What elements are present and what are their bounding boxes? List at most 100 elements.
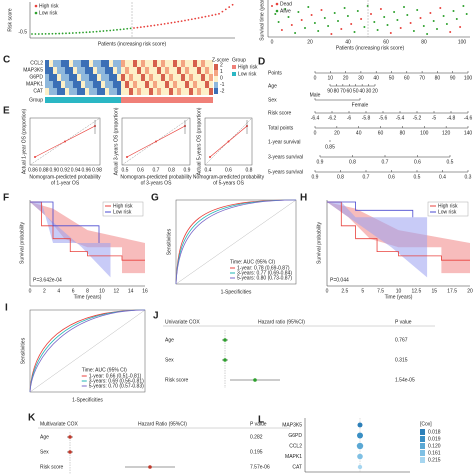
shape	[65, 88, 69, 95]
dot	[221, 10, 224, 13]
shape	[117, 74, 121, 81]
dot	[356, 442, 364, 450]
row-label: MAP3K5	[282, 422, 302, 428]
tick-label: 12.5	[412, 288, 422, 294]
tick-label: 60	[383, 39, 389, 45]
dot	[442, 15, 445, 17]
shape	[117, 81, 121, 88]
tick-label: -4.8	[447, 115, 456, 121]
shape	[101, 88, 105, 95]
line	[121, 117, 191, 166]
tick-label: 0.8	[337, 174, 344, 180]
shape	[73, 88, 77, 95]
dot	[429, 12, 432, 14]
tick-label: 70	[340, 88, 346, 94]
dot	[403, 6, 405, 8]
axis-label: of 1-year OS	[51, 180, 80, 186]
shape	[105, 81, 109, 88]
tick-label: 0.7	[153, 167, 160, 173]
shape	[177, 67, 181, 74]
shape	[93, 60, 97, 67]
tick-label: 0.6	[388, 174, 395, 180]
shape	[197, 88, 201, 95]
dot	[102, 30, 105, 32]
legend-entry: 0.215	[428, 457, 441, 463]
dot	[88, 31, 91, 33]
shape	[177, 74, 181, 81]
dot	[68, 450, 72, 454]
axis-label: Risk score	[7, 8, 13, 32]
shape	[209, 60, 213, 67]
shape	[81, 60, 85, 67]
dot	[65, 32, 67, 35]
shape	[93, 81, 97, 88]
dot	[304, 27, 306, 29]
dot	[333, 12, 336, 14]
legend-entry: Alive	[280, 8, 291, 14]
dot	[223, 358, 227, 362]
row-label: Risk score	[268, 110, 292, 116]
shape	[161, 67, 165, 74]
dot	[211, 14, 214, 17]
legend-entry: 5-years: 0.80 (0.73-0.87)	[237, 275, 292, 281]
shape	[133, 67, 137, 74]
shape	[49, 88, 53, 95]
shape	[141, 67, 145, 74]
shape	[214, 88, 218, 94]
shape	[137, 74, 141, 81]
shape	[101, 67, 105, 74]
shape	[137, 60, 141, 67]
tick-label: 2.5	[341, 288, 348, 294]
shape	[73, 67, 77, 74]
shape	[45, 60, 49, 67]
row-label: 1-year survival	[268, 139, 301, 145]
dot	[129, 27, 132, 30]
dot	[357, 453, 363, 460]
shape	[113, 81, 117, 88]
shape	[133, 81, 137, 88]
shape	[97, 67, 101, 74]
shape	[153, 60, 157, 67]
tick-label: 0.90	[49, 167, 59, 173]
dot	[122, 28, 125, 31]
shape	[209, 81, 213, 88]
shape	[89, 60, 93, 67]
shape	[65, 67, 69, 74]
tick-label: 0.9	[184, 167, 191, 173]
dot	[462, 5, 465, 7]
p-value: 0.315	[395, 357, 408, 363]
shape	[145, 88, 149, 95]
tick-label: 6	[72, 288, 75, 294]
dot	[360, 18, 363, 20]
shape	[193, 74, 197, 81]
tick-label: 7.5	[377, 288, 384, 294]
shape	[185, 74, 189, 81]
legend-tick: 1	[220, 69, 223, 75]
row-label: CCL2	[30, 60, 43, 66]
shape	[61, 88, 65, 95]
shape	[57, 88, 61, 95]
dot	[373, 21, 376, 23]
shape	[157, 60, 161, 67]
shape	[141, 88, 145, 95]
dot	[133, 27, 135, 29]
row-label: G6PD	[29, 74, 43, 80]
tick-label: -6	[347, 115, 352, 121]
row-label: MAP3K5	[23, 67, 43, 73]
shape	[121, 88, 125, 95]
shape	[49, 60, 53, 67]
dot	[422, 25, 425, 27]
tick-label: 0.88	[39, 167, 49, 173]
legend-tick: 0	[220, 75, 223, 81]
shape	[165, 88, 169, 95]
shape	[420, 436, 425, 442]
dot	[75, 31, 78, 34]
dot	[99, 30, 101, 33]
tick-label: 20	[372, 88, 378, 94]
shape	[189, 67, 193, 74]
tick-label: 80	[435, 75, 441, 81]
shape	[209, 74, 213, 81]
shape	[193, 67, 197, 74]
legend-entry: 0.019	[428, 436, 441, 442]
shape	[197, 74, 201, 81]
